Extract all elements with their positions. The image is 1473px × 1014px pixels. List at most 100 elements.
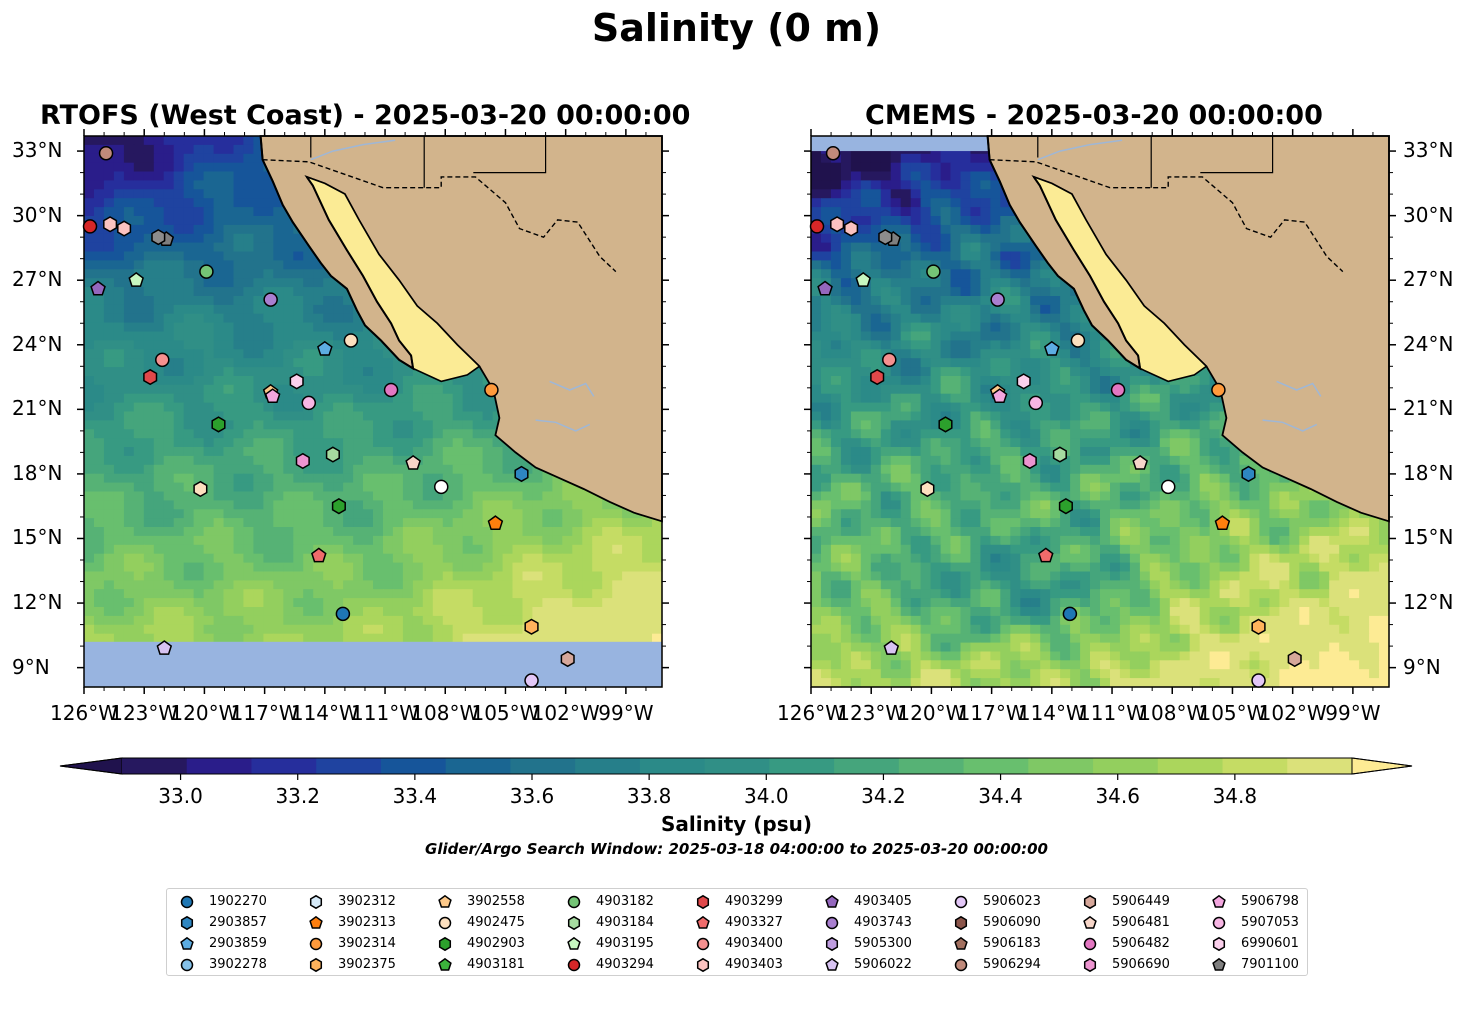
legend-marker-pentagon <box>954 936 968 950</box>
map-frame <box>810 135 1390 688</box>
legend-item-5906481: 5906481 <box>1082 912 1170 933</box>
legend-marker-circle <box>567 895 581 908</box>
legend-marker <box>1212 936 1226 951</box>
legend-marker <box>825 916 839 929</box>
float-marker-5906449 <box>1287 650 1302 668</box>
float-marker-5907053 <box>301 395 317 411</box>
legend-marker <box>825 894 839 908</box>
legend-item-4902903: 4902903 <box>437 933 525 954</box>
legend-item-4903743: 4903743 <box>824 912 912 933</box>
float-marker-4903403 <box>117 220 132 237</box>
colorbar-outline <box>59 757 1413 775</box>
lon-tick-label: 123°W <box>837 701 906 725</box>
lat-tick-label: 27°N <box>12 267 63 292</box>
legend-item-4903184: 4903184 <box>566 912 654 933</box>
legend-marker <box>180 895 194 908</box>
cmems-salinity-map <box>804 129 1396 694</box>
lat-tick-label: 18°N <box>1403 460 1454 485</box>
lon-tick-label: 111°W <box>1078 701 1147 725</box>
float-marker <box>830 216 845 233</box>
lat-tick-label: 24°N <box>1403 331 1454 356</box>
colorbar-bin <box>769 758 835 774</box>
baja-coastline <box>986 135 1142 371</box>
float-marker-5906449 <box>560 650 575 668</box>
state-border <box>473 136 547 174</box>
float-marker-4903299 <box>143 368 158 386</box>
legend-marker-circle <box>309 937 323 950</box>
legend-label: 3902375 <box>338 957 396 972</box>
lat-tick-label: 9°N <box>1403 654 1441 679</box>
legend-marker <box>1083 894 1097 909</box>
legend-label: 3902313 <box>338 915 396 930</box>
legend-item-3902558: 3902558 <box>437 891 525 912</box>
float-marker-4902475 <box>1070 333 1086 348</box>
float-marker <box>1160 479 1176 495</box>
legend-item-3902278: 3902278 <box>179 954 267 975</box>
lon-tick-label: 114°W <box>1017 701 1086 725</box>
legend-marker <box>954 936 968 950</box>
international-border <box>262 159 617 273</box>
legend-item-4903182: 4903182 <box>566 891 654 912</box>
legend-label: 5906449 <box>1112 894 1170 909</box>
colorbar-bin <box>1157 758 1224 774</box>
float-marker-5906023 <box>1251 673 1266 688</box>
colorbar-bin <box>834 758 900 774</box>
float-marker-5906294 <box>98 145 114 161</box>
float-legend: 1902270 2903857 2903859 3902278 3902312 39023… <box>166 888 1308 976</box>
legend-item-5906482: 5906482 <box>1082 933 1170 954</box>
legend-marker-circle <box>1212 916 1226 929</box>
colorbar-bin <box>639 758 706 774</box>
float-marker-4903182 <box>199 264 214 279</box>
lon-tick-label: 114°W <box>290 701 359 725</box>
legend-item-4903195: 4903195 <box>566 933 654 954</box>
legend-marker <box>696 937 710 950</box>
colorbar-bin <box>963 758 1029 774</box>
colorbar-tick-label: 34.2 <box>861 784 906 808</box>
legend-item-7901100: 7901100 <box>1211 954 1299 975</box>
legend-item-4903327: 4903327 <box>695 912 783 933</box>
map-frame <box>83 135 663 688</box>
legend-item-5906449: 5906449 <box>1082 891 1170 912</box>
lat-tick-label: 33°N <box>12 138 63 163</box>
lon-tick-label: 120°W <box>170 701 239 725</box>
legend-marker <box>954 915 968 930</box>
legend-marker <box>309 894 323 909</box>
legend-item-5907053: 5907053 <box>1211 912 1299 933</box>
legend-marker <box>1212 916 1226 929</box>
colorbar-bin <box>1222 758 1288 774</box>
lon-tick-label: 102°W <box>531 701 600 725</box>
float-marker-4903184 <box>325 446 340 463</box>
legend-marker-hexagon <box>825 936 839 951</box>
lat-tick-label: 15°N <box>1403 525 1454 550</box>
float-marker-5906481 <box>405 454 421 470</box>
lon-tick-label: 105°W <box>1198 701 1267 725</box>
float-marker-1902270 <box>1062 606 1078 622</box>
colorbar-tick-label: 33.6 <box>509 784 555 808</box>
legend-marker <box>1083 937 1097 950</box>
legend-marker <box>309 957 323 972</box>
lat-tick-label: 24°N <box>12 331 63 356</box>
float-marker <box>193 480 208 498</box>
legend-marker-pentagon <box>180 936 194 950</box>
legend-label: 4903294 <box>596 957 654 972</box>
legend-marker-circle <box>567 958 581 971</box>
float-marker <box>151 229 166 246</box>
river <box>1262 419 1318 432</box>
legend-label: 5906023 <box>983 894 1041 909</box>
legend-marker-circle <box>438 916 452 929</box>
legend-item-3902312: 3902312 <box>308 891 396 912</box>
lat-tick-label: 21°N <box>1403 396 1454 421</box>
legend-label: 5906090 <box>983 915 1041 930</box>
lat-tick-label: 18°N <box>12 460 63 485</box>
panel-title-cmems: CMEMS - 2025-03-20 00:00:00 <box>865 100 1323 131</box>
legend-item-4902475: 4902475 <box>437 912 525 933</box>
legend-label: 1902270 <box>209 894 267 909</box>
float-marker-5906022 <box>156 640 173 655</box>
legend-label: 4903182 <box>596 894 654 909</box>
search-window-note: Glider/Argo Search Window: 2025-03-18 04… <box>425 840 1048 858</box>
float-marker-4903403 <box>844 220 859 237</box>
legend-label: 5906022 <box>854 957 912 972</box>
lon-tick-label: 126°W <box>777 701 845 725</box>
colorbar-tick-label: 34.6 <box>1095 784 1140 808</box>
float-marker-2903857 <box>514 465 529 483</box>
